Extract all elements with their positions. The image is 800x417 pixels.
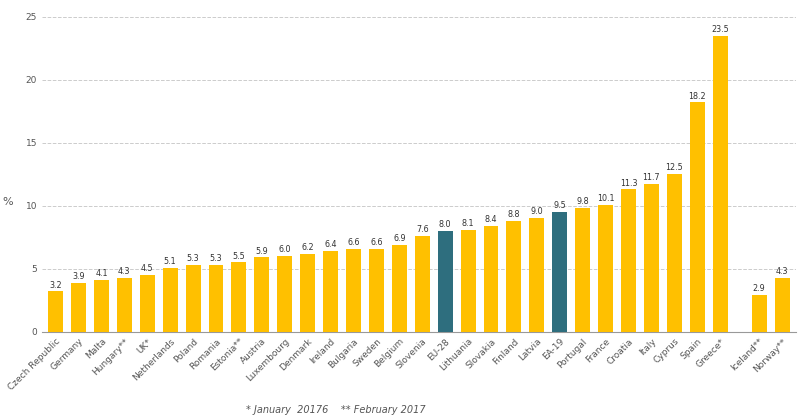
Text: 23.5: 23.5 — [711, 25, 729, 34]
Text: 5.5: 5.5 — [233, 251, 246, 261]
Bar — [140, 275, 154, 332]
Text: 3.2: 3.2 — [50, 281, 62, 289]
Bar — [186, 265, 201, 332]
Text: 11.3: 11.3 — [620, 178, 638, 188]
Text: 18.2: 18.2 — [689, 92, 706, 100]
Text: 9.5: 9.5 — [554, 201, 566, 210]
Text: 9.8: 9.8 — [576, 197, 589, 206]
Text: 4.3: 4.3 — [776, 267, 788, 276]
Bar — [644, 184, 659, 332]
Bar — [48, 291, 63, 332]
Bar — [690, 103, 705, 332]
Bar — [254, 257, 270, 332]
Text: 10.1: 10.1 — [597, 193, 614, 203]
Bar — [530, 219, 544, 332]
Text: 4.5: 4.5 — [141, 264, 154, 273]
Bar — [231, 262, 246, 332]
Text: 4.1: 4.1 — [95, 269, 108, 278]
Bar — [71, 283, 86, 332]
Text: 8.4: 8.4 — [485, 215, 498, 224]
Bar — [438, 231, 453, 332]
Bar — [713, 36, 728, 332]
Text: 5.3: 5.3 — [186, 254, 199, 263]
Text: 6.6: 6.6 — [347, 238, 360, 247]
Text: 6.0: 6.0 — [278, 245, 291, 254]
Bar — [667, 174, 682, 332]
Text: 6.2: 6.2 — [302, 243, 314, 252]
Text: 5.1: 5.1 — [164, 256, 177, 266]
Bar — [598, 204, 613, 332]
Text: 5.9: 5.9 — [255, 246, 268, 256]
Bar — [278, 256, 292, 332]
Text: 4.3: 4.3 — [118, 267, 130, 276]
Bar — [300, 254, 315, 332]
Text: 8.8: 8.8 — [508, 210, 520, 219]
Text: 6.6: 6.6 — [370, 238, 382, 247]
Text: 5.3: 5.3 — [210, 254, 222, 263]
Text: 8.0: 8.0 — [439, 220, 451, 229]
Text: 8.1: 8.1 — [462, 219, 474, 228]
Bar — [369, 249, 384, 332]
Bar — [346, 249, 361, 332]
Bar — [621, 189, 636, 332]
Bar — [461, 230, 475, 332]
Bar — [94, 280, 109, 332]
Bar — [483, 226, 498, 332]
Bar — [209, 265, 223, 332]
Bar — [506, 221, 522, 332]
Text: 11.7: 11.7 — [642, 173, 660, 183]
Text: 2.9: 2.9 — [753, 284, 766, 293]
Bar — [415, 236, 430, 332]
Bar — [552, 212, 567, 332]
Text: 6.4: 6.4 — [324, 240, 337, 249]
Text: * January  20176    ** February 2017: * January 20176 ** February 2017 — [246, 405, 426, 415]
Bar — [392, 245, 406, 332]
Text: 12.5: 12.5 — [666, 163, 683, 172]
Text: 9.0: 9.0 — [530, 208, 543, 216]
Bar — [323, 251, 338, 332]
Text: 3.9: 3.9 — [72, 272, 85, 281]
Text: 7.6: 7.6 — [416, 225, 429, 234]
Y-axis label: %: % — [2, 197, 14, 207]
Bar — [752, 295, 766, 332]
Text: 6.9: 6.9 — [393, 234, 406, 243]
Bar — [575, 208, 590, 332]
Bar — [162, 268, 178, 332]
Bar — [117, 278, 132, 332]
Bar — [774, 278, 790, 332]
